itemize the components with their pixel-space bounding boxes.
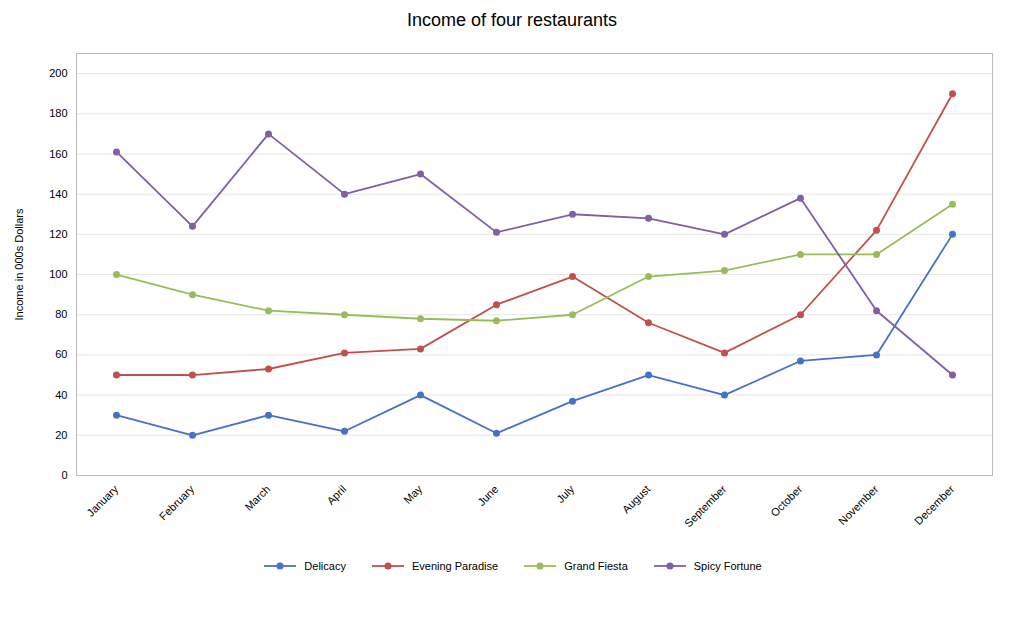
svg-text:March: March <box>242 483 272 513</box>
html-text:Grand Fiesta: Grand Fiesta <box>564 560 628 572</box>
svg-text:August: August <box>620 483 653 516</box>
svg-text:Income in 000s Dollars: Income in 000s Dollars <box>13 208 25 320</box>
html-text:Evening Paradise: Evening Paradise <box>411 560 499 572</box>
svg-text:October: October <box>768 483 804 519</box>
svg-text:June: June <box>475 483 500 508</box>
svg-text:May: May <box>401 482 425 506</box>
svg-text:200: 200 <box>49 67 67 79</box>
html-text:Delicacy: Delicacy <box>304 560 346 572</box>
html-text:Income of four restaurants: Income of four restaurants <box>406 10 617 30</box>
svg-text:November: November <box>836 483 881 528</box>
svg-text:December: December <box>912 483 957 528</box>
svg-text:February: February <box>157 482 197 522</box>
svg-text:0: 0 <box>61 469 67 481</box>
svg-text:January: January <box>84 482 121 519</box>
svg-text:April: April <box>324 483 348 507</box>
svg-text:140: 140 <box>49 188 67 200</box>
html-text:Spicy Fortune: Spicy Fortune <box>693 560 762 572</box>
svg-text:July: July <box>554 482 577 505</box>
svg-text:160: 160 <box>49 147 67 159</box>
svg-text:20: 20 <box>55 429 67 441</box>
svg-text:180: 180 <box>49 107 67 119</box>
svg-text:80: 80 <box>55 308 67 320</box>
svg-text:September: September <box>682 483 729 530</box>
svg-text:120: 120 <box>49 228 67 240</box>
svg-text:60: 60 <box>55 348 67 360</box>
svg-text:40: 40 <box>55 389 67 401</box>
svg-text:100: 100 <box>49 268 67 280</box>
